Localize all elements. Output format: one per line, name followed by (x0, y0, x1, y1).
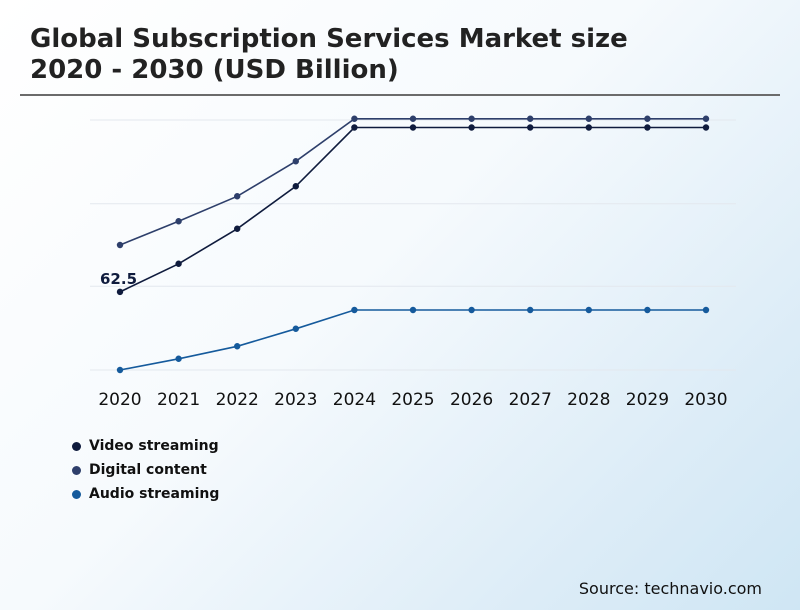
x-tick-label-2028: 2028 (567, 390, 610, 410)
data-point-audio-streaming-2029 (644, 306, 651, 314)
data-point-video-streaming-2023 (292, 183, 299, 190)
data-point-video-streaming-2029 (644, 124, 651, 131)
chart-title-line2: 2020 - 2030 (USD Billion) (30, 55, 399, 85)
data-point-audio-streaming-2025 (409, 306, 417, 314)
data-point-video-streaming-2025 (409, 124, 417, 131)
data-point-audio-streaming-2022 (234, 343, 241, 350)
data-point-digital-content-2029 (644, 115, 651, 122)
legend-label-video-streaming: Video streaming (89, 438, 219, 454)
legend-label-digital-content: Digital content (89, 462, 207, 478)
data-point-video-streaming-2020 (116, 288, 124, 296)
data-point-video-streaming-2024 (351, 124, 358, 131)
data-point-video-streaming-2022 (234, 225, 241, 232)
data-point-video-streaming-2026 (468, 124, 475, 131)
series-line-video-streaming (119, 126, 706, 293)
data-point-audio-streaming-2026 (468, 306, 475, 314)
data-point-digital-content-2021 (175, 218, 182, 225)
data-point-digital-content-2026 (468, 115, 475, 122)
series-line-digital-content (119, 118, 706, 246)
data-label-video-streaming-2020: 62.5 (100, 270, 137, 288)
series-line-audio-streaming (119, 309, 706, 371)
data-point-audio-streaming-2027 (527, 306, 534, 314)
data-point-video-streaming-2030 (702, 124, 710, 131)
x-tick-label-2022: 2022 (216, 390, 259, 410)
legend-marker-digital-content (72, 465, 81, 475)
legend-label-audio-streaming: Audio streaming (89, 486, 220, 502)
x-tick-label-2020: 2020 (98, 390, 141, 410)
data-point-video-streaming-2021 (175, 260, 182, 267)
data-point-digital-content-2022 (234, 193, 241, 200)
chart-title-line1: Global Subscription Services Market size (30, 24, 628, 54)
data-point-digital-content-2025 (409, 115, 417, 122)
x-tick-label-2027: 2027 (509, 390, 552, 410)
chart-title: Global Subscription Services Market size… (30, 24, 750, 86)
x-tick-label-2029: 2029 (626, 390, 669, 410)
data-point-digital-content-2028 (585, 115, 592, 122)
data-point-audio-streaming-2028 (585, 306, 592, 314)
data-point-digital-content-2020 (116, 241, 124, 249)
data-point-digital-content-2027 (527, 115, 534, 122)
legend-marker-audio-streaming (72, 489, 81, 499)
legend: Video streaming Digital content Audio st… (72, 434, 219, 506)
source-credit: Source: technavio.com (578, 579, 762, 598)
data-point-digital-content-2030 (702, 115, 710, 122)
x-tick-label-2025: 2025 (391, 390, 434, 410)
legend-item-video-streaming: Video streaming (72, 434, 219, 458)
legend-marker-video-streaming (72, 441, 81, 451)
data-point-audio-streaming-2020 (116, 366, 124, 374)
x-tick-label-2021: 2021 (157, 390, 200, 410)
legend-item-digital-content: Digital content (72, 458, 219, 482)
data-point-audio-streaming-2021 (175, 355, 182, 362)
x-tick-label-2026: 2026 (450, 390, 493, 410)
x-tick-label-2023: 2023 (274, 390, 317, 410)
x-tick-label-2030: 2030 (684, 390, 727, 410)
data-point-audio-streaming-2024 (351, 306, 358, 314)
data-point-digital-content-2023 (292, 158, 299, 165)
legend-item-audio-streaming: Audio streaming (72, 482, 219, 506)
data-point-video-streaming-2028 (585, 124, 592, 131)
title-divider (20, 94, 780, 96)
data-point-audio-streaming-2030 (702, 306, 710, 314)
data-point-digital-content-2024 (351, 115, 358, 122)
data-point-audio-streaming-2023 (292, 325, 299, 332)
data-point-video-streaming-2027 (527, 124, 534, 131)
x-tick-label-2024: 2024 (333, 390, 376, 410)
